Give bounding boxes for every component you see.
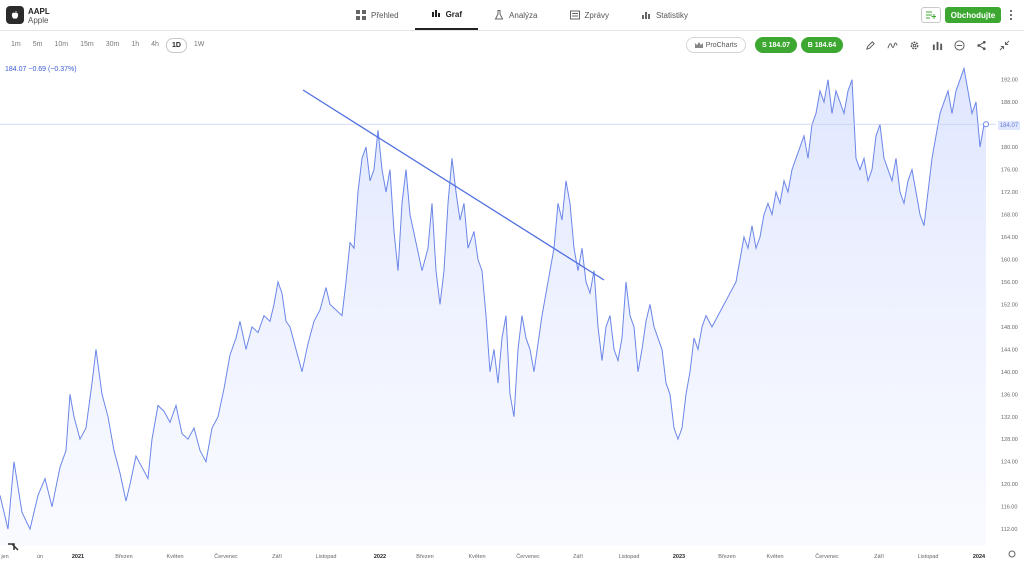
company-name: Apple xyxy=(28,16,49,25)
tradingview-logo-icon xyxy=(8,543,19,551)
more-menu-button[interactable] xyxy=(1005,7,1017,23)
crown-icon xyxy=(694,41,703,48)
price-area-fill xyxy=(0,68,986,547)
timeframe-4h[interactable]: 4h xyxy=(151,41,159,48)
axis-settings-icon[interactable] xyxy=(1008,550,1016,558)
sell-button[interactable]: S 184.07 xyxy=(755,37,797,53)
x-axis-tick-label: Září xyxy=(874,554,884,560)
y-axis-tick-label: 156.00 xyxy=(1001,280,1018,286)
x-axis-tick-label: ún xyxy=(37,554,43,560)
y-axis-tick-label: 128.00 xyxy=(1001,437,1018,443)
flask-icon xyxy=(494,10,504,20)
tab-analysis[interactable]: Analýza xyxy=(478,0,553,30)
x-axis-tick-label: Březen xyxy=(416,554,433,560)
settings-icon[interactable] xyxy=(907,38,921,52)
x-axis-tick-label: 2024 xyxy=(973,554,986,560)
buy-button[interactable]: B 184.64 xyxy=(801,37,843,53)
apple-logo-icon xyxy=(6,6,24,24)
x-axis-tick-label: Září xyxy=(272,554,282,560)
y-axis-tick-label: 120.00 xyxy=(1001,482,1018,488)
trend-line-drawing[interactable] xyxy=(302,89,605,281)
chart-canvas[interactable]: 192.00188.00184.00180.00176.00172.00168.… xyxy=(0,60,1024,564)
tab-label: Analýza xyxy=(509,10,538,20)
bar-chart-icon[interactable] xyxy=(930,38,944,52)
collapse-icon[interactable] xyxy=(997,38,1011,52)
timeframe-5m[interactable]: 5m xyxy=(32,41,43,48)
tab-statistics[interactable]: Statistiky xyxy=(625,0,704,30)
tab-news[interactable]: Zprávy xyxy=(554,0,625,30)
indicators-icon[interactable] xyxy=(885,38,899,52)
x-axis-tick-label: jen xyxy=(0,554,8,560)
x-axis-tick-label: Červenec xyxy=(815,553,839,560)
last-price-marker xyxy=(983,121,989,128)
procharts-button[interactable]: ProCharts xyxy=(686,37,746,53)
timeframe-30m[interactable]: 30m xyxy=(105,41,120,48)
x-axis-tick-label: 2021 xyxy=(72,554,84,560)
clock-icon[interactable] xyxy=(952,38,966,52)
x-axis-tick-label: Březen xyxy=(115,554,132,560)
x-axis-tick-label: Listopad xyxy=(619,554,640,560)
y-axis-tick-label: 164.00 xyxy=(1001,235,1018,241)
tab-label: Statistiky xyxy=(655,10,688,20)
y-axis-tick-label: 148.00 xyxy=(1001,325,1018,331)
y-axis-tick-label: 180.00 xyxy=(1001,145,1018,151)
tab-overview[interactable]: Přehled xyxy=(340,0,415,30)
y-axis-tick-label: 160.00 xyxy=(1001,258,1018,264)
stats-icon xyxy=(641,12,650,19)
share-icon[interactable] xyxy=(974,38,988,52)
y-axis-tick-label: 136.00 xyxy=(1001,392,1018,398)
x-axis-tick-label: Červenec xyxy=(516,553,540,560)
trade-button[interactable]: Obchodujte xyxy=(945,7,1001,23)
x-axis-tick-label: Květen xyxy=(166,554,183,560)
timeframe-15m[interactable]: 15m xyxy=(80,41,94,48)
watchlist-button[interactable] xyxy=(921,7,941,23)
timeframe-1m[interactable]: 1m xyxy=(11,41,21,48)
y-axis-tick-label: 140.00 xyxy=(1001,370,1018,376)
y-axis-tick-label: 168.00 xyxy=(1001,213,1018,219)
price-line xyxy=(0,66,987,531)
y-axis-tick-label: 112.00 xyxy=(1001,527,1017,533)
price-chart[interactable]: 192.00188.00184.00180.00176.00172.00168.… xyxy=(0,60,1024,564)
y-axis-tick-label: 152.00 xyxy=(1001,302,1018,308)
watchlist-add-icon xyxy=(926,11,936,19)
y-axis-tick-label: 116.00 xyxy=(1001,505,1017,511)
tab-label: Graf xyxy=(445,9,463,19)
grid-icon xyxy=(356,10,366,20)
timeframe-selector: 1m 5m 10m 15m 30m 1h 4h 1D 1W xyxy=(6,38,209,53)
chart-toolbar: 1m 5m 10m 15m 30m 1h 4h 1D 1W ProCharts … xyxy=(0,35,1024,57)
timeframe-1w[interactable]: 1W xyxy=(193,41,205,48)
tab-chart[interactable]: Graf xyxy=(414,0,479,30)
y-axis-tick-label: 188.00 xyxy=(1001,100,1018,106)
tab-label: Zprávy xyxy=(584,10,609,20)
x-axis-tick-label: Září xyxy=(573,554,583,560)
y-axis-tick-label: 124.00 xyxy=(1001,460,1018,466)
x-axis-tick-label: Listopad xyxy=(918,554,939,560)
x-axis-tick-label: Listopad xyxy=(316,554,337,560)
x-axis-tick-label: Červenec xyxy=(214,553,238,560)
price-legend: 184.07 −0.69 (−0.37%) xyxy=(5,66,77,73)
timeframe-1d[interactable]: 1D xyxy=(165,38,187,53)
nav-tabs: Přehled Graf Analýza Zprávy Statistiky xyxy=(340,0,704,30)
x-axis-tick-label: Březen xyxy=(718,554,735,560)
top-bar: AAPL Apple Přehled Graf Analýza Zprávy S… xyxy=(0,0,1024,31)
ticker-symbol: AAPL xyxy=(28,7,50,16)
y-axis-tick-label: 192.00 xyxy=(1001,78,1018,84)
y-axis-tick-label: 132.00 xyxy=(1001,415,1018,421)
procharts-label: ProCharts xyxy=(705,41,738,49)
x-axis-tick-label: 2022 xyxy=(374,554,386,560)
news-icon xyxy=(569,10,580,20)
tab-label: Přehled xyxy=(371,10,399,20)
x-axis-tick-label: 2023 xyxy=(673,554,685,560)
y-axis-tick-label: 176.00 xyxy=(1001,168,1018,174)
candlestick-icon xyxy=(431,10,440,17)
timeframe-1h[interactable]: 1h xyxy=(131,41,140,48)
x-axis-tick-label: Květen xyxy=(766,554,783,560)
y-axis-tick-label: 144.00 xyxy=(1001,347,1018,353)
last-price-label: 184.07 xyxy=(998,121,1020,130)
y-axis-tick-label: 172.00 xyxy=(1001,190,1018,196)
timeframe-10m[interactable]: 10m xyxy=(54,41,69,48)
pencil-icon[interactable] xyxy=(863,38,877,52)
x-axis-tick-label: Květen xyxy=(468,554,485,560)
